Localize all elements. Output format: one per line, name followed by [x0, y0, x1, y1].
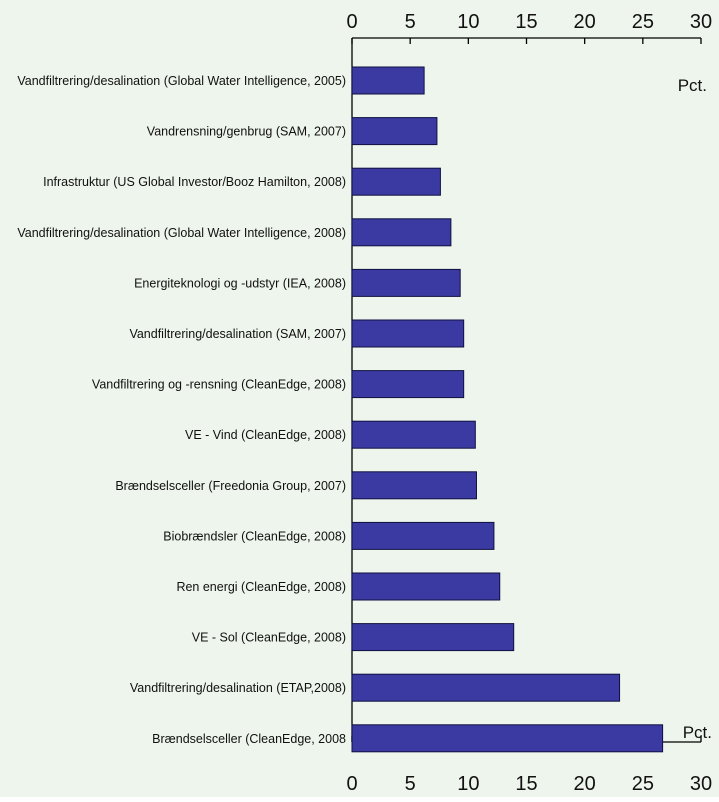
bar — [351, 117, 438, 146]
bar — [351, 673, 621, 702]
top-tick-label: 5 — [405, 11, 416, 33]
bottom-tick-label: 20 — [574, 773, 596, 795]
bottom-tick-label: 30 — [690, 773, 712, 795]
top-tick-label: 30 — [690, 11, 712, 33]
category-label: Brændselsceller (CleanEdge, 2008 — [152, 732, 346, 746]
category-label: Brændselsceller (Freedonia Group, 2007) — [115, 479, 346, 493]
category-label: Vandfiltrering og -rensning (CleanEdge, … — [92, 378, 346, 392]
bar — [351, 724, 664, 753]
bar — [351, 167, 441, 196]
category-label: Infrastruktur (US Global Investor/Booz H… — [43, 175, 346, 189]
bottom-tick-label: 15 — [515, 773, 537, 795]
bottom-tick-label: 10 — [457, 773, 479, 795]
top-tick-label: 15 — [515, 11, 537, 33]
bottom-tick-label: 5 — [405, 773, 416, 795]
bar — [351, 66, 425, 95]
category-labels: Vandfiltrering/desalination (Global Wate… — [17, 74, 346, 746]
bar — [351, 521, 495, 550]
category-label: Ren energi (CleanEdge, 2008) — [176, 580, 346, 594]
category-label: Vandfiltrering/desalination (SAM, 2007) — [129, 327, 346, 341]
bar — [351, 370, 465, 399]
bar — [351, 218, 452, 247]
top-tick-label: 20 — [574, 11, 596, 33]
bar — [351, 572, 501, 601]
bar — [351, 268, 461, 297]
bottom-tick-label: 0 — [346, 773, 357, 795]
category-label: Biobrændsler (CleanEdge, 2008) — [163, 529, 346, 543]
unit-label-bottom: Pct. — [683, 723, 712, 742]
bar — [351, 319, 465, 348]
category-label: Vandfiltrering/desalination (Global Wate… — [17, 226, 346, 240]
bottom-tick-label: 25 — [632, 773, 654, 795]
category-label: Vandfiltrering/desalination (Global Wate… — [17, 74, 346, 88]
bar — [351, 623, 515, 652]
bar — [351, 420, 476, 449]
top-tick-label: 10 — [457, 11, 479, 33]
bars-group — [351, 66, 664, 753]
top-tick-label: 0 — [346, 11, 357, 33]
top-x-axis: 0 5 10 15 20 25 30 — [346, 11, 712, 44]
top-tick-label: 25 — [632, 11, 654, 33]
unit-label-top: Pct. — [678, 76, 707, 95]
category-label: Vandfiltrering/desalination (ETAP,2008) — [130, 681, 346, 695]
category-label: VE - Sol (CleanEdge, 2008) — [192, 631, 346, 645]
category-label: Vandrensning/genbrug (SAM, 2007) — [147, 125, 346, 139]
category-label: VE - Vind (CleanEdge, 2008) — [185, 428, 346, 442]
category-label: Energiteknologi og -udstyr (IEA, 2008) — [134, 276, 346, 290]
bar — [351, 471, 477, 500]
